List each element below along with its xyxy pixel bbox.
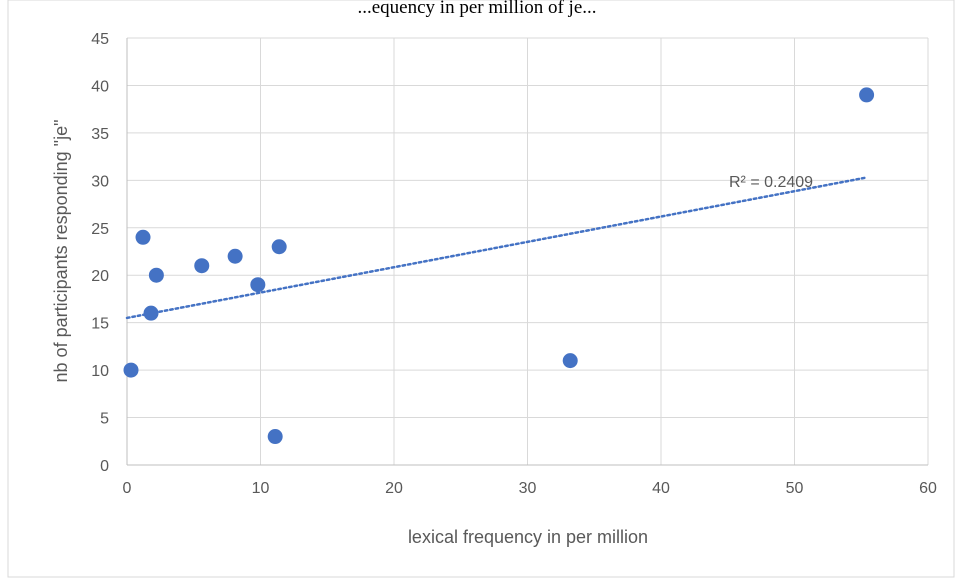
y-tick-label-15: 15 <box>91 316 109 333</box>
x-axis-title: lexical frequency in per million <box>408 527 648 547</box>
data-point-4 <box>194 258 210 274</box>
data-point-7 <box>267 429 283 445</box>
x-tick-label-40: 40 <box>652 480 670 497</box>
x-tick-label-10: 10 <box>252 480 270 497</box>
chart-area-border <box>7 0 955 578</box>
y-tick-label-20: 20 <box>91 268 109 285</box>
x-tick-label-30: 30 <box>519 480 537 497</box>
y-tick-label-25: 25 <box>91 221 109 238</box>
data-point-5 <box>227 248 243 264</box>
y-tick-label-5: 5 <box>100 411 109 428</box>
gridlines <box>127 37 929 465</box>
chart-title: ...equency in per million of je... <box>357 0 596 18</box>
data-point-6 <box>250 277 266 293</box>
data-point-10 <box>859 87 875 103</box>
y-tick-label-10: 10 <box>91 363 109 380</box>
data-point-8 <box>271 239 287 255</box>
y-tick-label-35: 35 <box>91 126 109 143</box>
y-tick-label-0: 0 <box>100 458 109 475</box>
y-tick-label-45: 45 <box>91 31 109 48</box>
trendline <box>125 176 868 320</box>
y-tick-label-40: 40 <box>91 78 109 95</box>
x-tick-label-0: 0 <box>123 480 132 497</box>
x-tick-label-50: 50 <box>786 480 804 497</box>
r-squared-label: R² = 0.2409 <box>729 174 813 191</box>
y-axis-title: nb of participants responding "je" <box>51 120 71 383</box>
data-point-0 <box>123 362 139 378</box>
y-tick-label-30: 30 <box>91 173 109 190</box>
data-points <box>123 87 875 445</box>
axes <box>126 38 928 466</box>
data-point-9 <box>562 353 578 369</box>
data-point-2 <box>143 305 159 321</box>
x-tick-label-20: 20 <box>385 480 403 497</box>
x-tick-label-60: 60 <box>919 480 937 497</box>
data-point-1 <box>135 229 151 245</box>
data-point-3 <box>148 267 164 283</box>
tick-labels: 0 10 20 30 40 50 60 0 5 10 15 20 25 30 35 40 45 <box>91 31 937 497</box>
trendline-layer <box>125 176 868 320</box>
